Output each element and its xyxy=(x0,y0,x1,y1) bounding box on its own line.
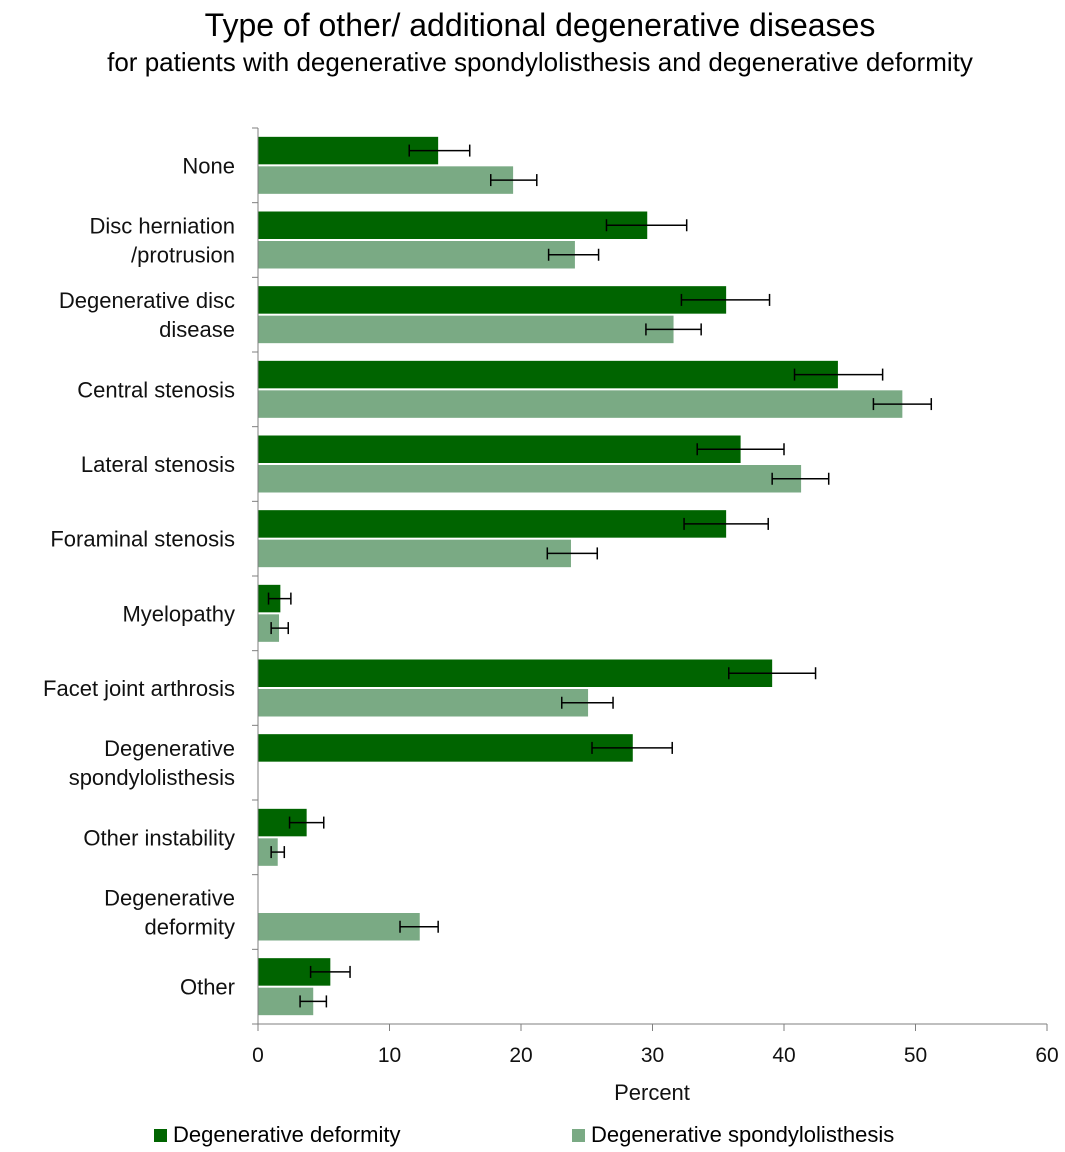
category-label-3-line-0: Central stenosis xyxy=(77,377,235,402)
bar-s1-c5 xyxy=(258,539,571,568)
x-tick-label-4: 40 xyxy=(772,1044,795,1067)
category-label-5-line-0: Foraminal stenosis xyxy=(50,527,235,552)
category-label-6-line-0: Myelopathy xyxy=(122,601,235,626)
bar-s1-c0 xyxy=(258,166,514,194)
bar-s0-c1 xyxy=(258,211,648,239)
x-axis-title: Percent xyxy=(614,1080,690,1105)
category-label-1-line-0: Disc herniation xyxy=(89,214,235,239)
bar-s1-c3 xyxy=(258,390,903,418)
bar-s1-c7 xyxy=(258,689,589,717)
legend-swatch-deformity xyxy=(154,1128,167,1142)
bar-s1-c4 xyxy=(258,465,802,493)
category-label-9-line-0: Other instability xyxy=(83,825,235,850)
bar-s1-c1 xyxy=(258,241,575,269)
category-label-8-line-1: spondylolisthesis xyxy=(69,765,235,790)
category-label-10-line-0: Degenerative xyxy=(104,886,235,911)
bar-s0-c5 xyxy=(258,510,727,538)
bar-s0-c3 xyxy=(258,360,838,389)
category-label-1-line-1: /protrusion xyxy=(131,243,235,268)
legend-item-spondylolisthesis: Degenerative spondylolisthesis xyxy=(572,1122,894,1148)
bar-s1-c10 xyxy=(258,913,420,941)
category-label-10-line-1: deformity xyxy=(145,915,235,940)
x-tick-label-3: 30 xyxy=(641,1044,664,1067)
x-tick-label-1: 10 xyxy=(378,1044,401,1067)
plot-area: 0 10 20 30 40 50 60 None Disc herniation/protrus… xyxy=(43,127,1059,1067)
bar-s0-c4 xyxy=(258,435,741,463)
legend-label-spondylolisthesis: Degenerative spondylolisthesis xyxy=(591,1122,895,1147)
bar-s1-c9 xyxy=(258,838,278,866)
category-label-11-line-0: Other xyxy=(180,975,235,1000)
category-label-2-line-1: disease xyxy=(159,317,235,342)
category-label-2-line-0: Degenerative disc xyxy=(59,288,235,313)
bar-s0-c0 xyxy=(258,136,439,165)
chart-title: Type of other/ additional degenerative d… xyxy=(204,7,876,43)
bar-s1-c6 xyxy=(258,614,280,642)
x-tick-label-0: 0 xyxy=(252,1044,264,1067)
bar-s0-c7 xyxy=(258,659,773,687)
x-tick-label-6: 60 xyxy=(1035,1044,1058,1067)
category-label-7-line-0: Facet joint arthrosis xyxy=(43,676,235,701)
category-label-4-line-0: Lateral stenosis xyxy=(81,452,235,477)
x-tick-label-2: 20 xyxy=(509,1044,532,1067)
x-tick-label-5: 50 xyxy=(904,1044,927,1067)
chart-subtitle: for patients with degenerative spondylol… xyxy=(107,47,973,77)
legend: Degenerative deformity Degenerative spon… xyxy=(0,1122,1065,1152)
bar-s1-c2 xyxy=(258,315,674,344)
legend-label-deformity: Degenerative deformity xyxy=(173,1122,401,1147)
bar-s0-c8 xyxy=(258,734,633,762)
category-label-0-line-0: None xyxy=(182,153,235,178)
legend-item-deformity: Degenerative deformity xyxy=(154,1122,400,1148)
legend-swatch-spondylolisthesis xyxy=(572,1128,585,1142)
bar-s0-c2 xyxy=(258,286,727,314)
category-label-8-line-0: Degenerative xyxy=(104,736,235,761)
